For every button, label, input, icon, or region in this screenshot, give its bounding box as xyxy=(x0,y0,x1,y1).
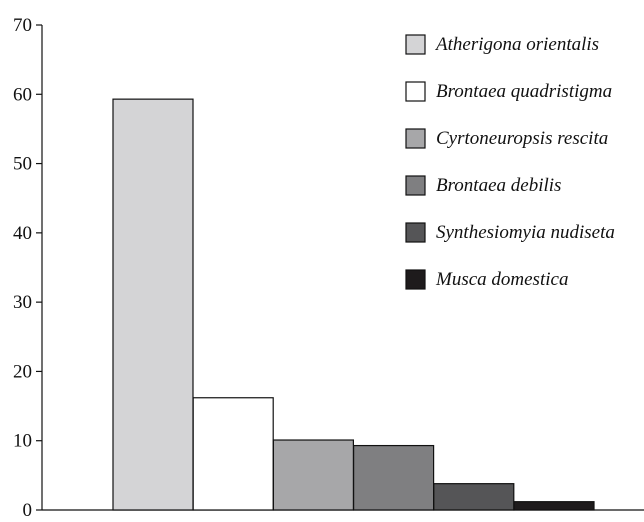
y-tick-label: 70 xyxy=(13,15,32,36)
legend-swatch xyxy=(405,222,426,243)
legend-label: Cyrtoneuropsis rescita xyxy=(436,128,608,149)
bar xyxy=(112,98,194,511)
legend-label: Musca domestica xyxy=(435,269,568,290)
legend-label: Synthesiomyia nudiseta xyxy=(436,222,615,243)
bar xyxy=(433,483,515,511)
legend-swatch xyxy=(405,34,426,55)
y-tick-label: 50 xyxy=(13,154,32,175)
legend-label: Atherigona orientalis xyxy=(434,34,599,55)
legend-swatch xyxy=(405,128,426,149)
legend-swatch xyxy=(405,269,426,290)
legend-label: Brontaea debilis xyxy=(436,175,561,196)
y-tick-label: 40 xyxy=(13,223,32,244)
legend: Atherigona orientalis Brontaea quadristig… xyxy=(405,34,615,290)
bar xyxy=(272,439,354,511)
legend-label: Brontaea quadristigma xyxy=(436,81,612,102)
y-tick-label: 10 xyxy=(13,431,32,452)
y-tick-label: 30 xyxy=(13,292,32,313)
legend-swatch xyxy=(405,81,426,102)
bar xyxy=(192,397,274,511)
y-tick-label: 20 xyxy=(13,361,32,382)
bar xyxy=(353,444,435,511)
y-tick-label: 60 xyxy=(13,84,32,105)
bar xyxy=(513,501,595,511)
bars xyxy=(112,98,595,511)
y-tick-label: 0 xyxy=(23,500,33,521)
legend-swatch xyxy=(405,175,426,196)
